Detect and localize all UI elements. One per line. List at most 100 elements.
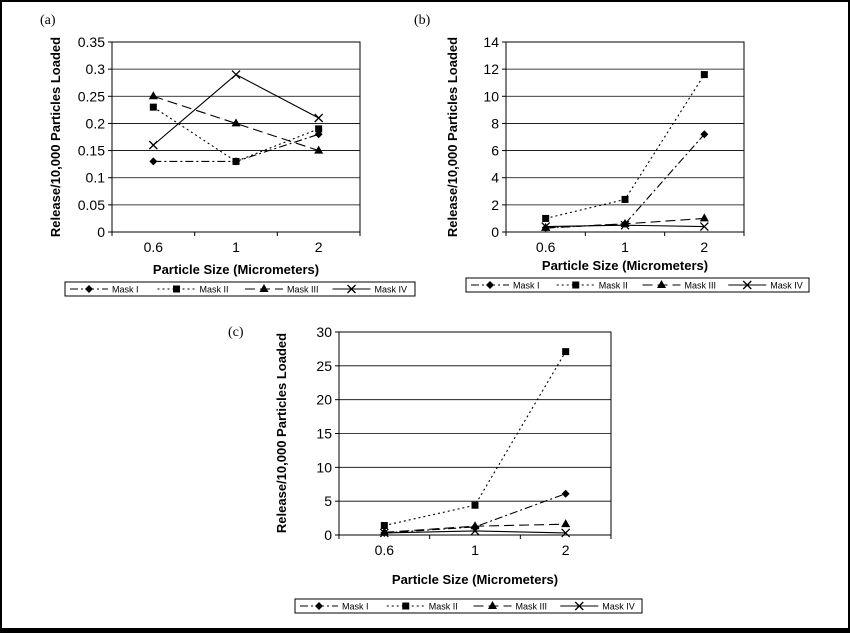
x-tick-label: 2 xyxy=(700,239,708,255)
legend-label: Mask I xyxy=(342,602,369,612)
series-line xyxy=(153,106,319,163)
y-tick-label: 0.25 xyxy=(78,88,105,104)
data-point xyxy=(148,91,158,100)
legend-label: Mask I xyxy=(112,285,139,295)
y-axis-title: Release/10,000 Particles Loaded xyxy=(48,37,63,237)
data-point xyxy=(148,140,158,150)
series-mask-iii xyxy=(148,91,324,154)
data-point xyxy=(561,519,571,528)
series-line xyxy=(384,351,567,527)
y-tick-label: 0.35 xyxy=(78,34,105,50)
series-mask-iv xyxy=(379,526,571,538)
data-point xyxy=(699,222,709,232)
series-mask-ii xyxy=(542,71,708,222)
legend-box xyxy=(294,598,643,614)
legend-swatch-marker xyxy=(402,602,410,610)
legend-swatch-marker xyxy=(657,280,666,288)
y-tick-label: 0 xyxy=(324,527,332,543)
y-tick-label: 30 xyxy=(316,324,332,340)
y-tick-label: 0.05 xyxy=(78,197,105,213)
data-point xyxy=(470,521,480,530)
data-point xyxy=(314,145,324,154)
y-tick-label: 10 xyxy=(483,88,499,104)
series-mask-iv xyxy=(148,70,324,150)
y-axis-title: Release/10,000 Particles Loaded xyxy=(445,37,460,237)
data-point xyxy=(471,501,479,509)
legend-swatch-marker xyxy=(173,285,180,293)
legend-swatch-marker xyxy=(486,281,494,289)
legend-label: Mask II xyxy=(429,602,458,612)
y-tick-label: 8 xyxy=(491,115,499,131)
series-line xyxy=(545,133,705,229)
data-point xyxy=(231,70,241,80)
data-point xyxy=(699,213,709,222)
data-point xyxy=(315,125,323,133)
x-tick-label: 2 xyxy=(315,239,323,255)
legend-swatch-marker xyxy=(315,602,323,610)
y-tick-label: 0 xyxy=(97,224,105,240)
legend: Mask I Mask II Mask III Mask IV xyxy=(64,281,416,297)
series-mask-i xyxy=(541,130,709,232)
data-point xyxy=(541,222,551,232)
legend-label: Mask II xyxy=(200,285,229,295)
data-point xyxy=(379,528,389,538)
x-tick-label: 0.6 xyxy=(144,239,164,255)
data-point xyxy=(149,103,157,111)
data-point xyxy=(562,348,570,356)
series-mask-ii xyxy=(149,103,323,165)
y-tick-label: 0.2 xyxy=(86,115,106,131)
y-tick-label: 2 xyxy=(491,197,499,213)
series-line xyxy=(384,493,566,534)
x-axis-title: Particle Size (Micrometers) xyxy=(392,572,558,587)
data-point xyxy=(700,71,708,79)
legend-swatch-marker xyxy=(574,601,584,611)
x-tick-label: 2 xyxy=(562,542,570,558)
y-axis-title: Release/10,000 Particles Loaded xyxy=(274,333,289,533)
data-point xyxy=(231,118,241,127)
x-axis-title: Particle Size (Micrometers) xyxy=(542,258,708,273)
legend-label: Mask II xyxy=(599,281,628,291)
data-point xyxy=(232,157,240,165)
data-point xyxy=(621,195,629,203)
y-tick-label: 20 xyxy=(316,392,332,408)
legend-swatch-marker xyxy=(85,285,93,293)
legend-swatch-marker xyxy=(488,601,497,609)
y-tick-label: 4 xyxy=(491,170,499,186)
y-tick-label: 12 xyxy=(483,61,499,77)
series-mask-iv xyxy=(541,220,709,232)
y-tick-label: 0.1 xyxy=(86,170,106,186)
legend: Mask I Mask II Mask III Mask IV xyxy=(465,277,810,293)
x-tick-label: 1 xyxy=(471,542,479,558)
legend-label: Mask IV xyxy=(602,602,635,612)
chart-panel-c: (c) 0 5 10 15 20 25 30 0.6 1 2 Release/10,000 Parti… xyxy=(228,324,643,614)
legend-label: Mask III xyxy=(516,602,548,612)
y-tick-label: 6 xyxy=(491,143,499,159)
series-mask-i xyxy=(380,489,570,537)
plot-area xyxy=(111,41,361,233)
data-point xyxy=(542,214,550,222)
plot-area xyxy=(338,331,612,536)
chart-panel-a: (a) 0 0.05 0.1 0.15 0.2 0.25 0.3 0.35 0.6 1 2 Releas… xyxy=(40,13,416,297)
legend-label: Mask I xyxy=(513,281,540,291)
x-tick-label: 1 xyxy=(232,239,240,255)
y-tick-label: 0 xyxy=(491,224,499,240)
data-point xyxy=(380,522,388,530)
x-tick-label: 0.6 xyxy=(536,239,556,255)
data-point xyxy=(470,526,480,536)
data-point xyxy=(700,130,709,139)
legend-box xyxy=(64,281,416,297)
legend-label: Mask IV xyxy=(770,281,803,291)
data-point xyxy=(620,220,630,230)
data-point xyxy=(561,528,571,538)
data-point xyxy=(314,113,324,123)
legend-swatch-marker xyxy=(742,280,752,290)
panel-label: (a) xyxy=(40,13,56,28)
y-tick-label: 0.15 xyxy=(78,143,105,159)
series-mask-ii xyxy=(380,348,570,530)
panel-label: (c) xyxy=(228,325,244,340)
legend-label: Mask III xyxy=(685,281,717,291)
legend-label: Mask III xyxy=(287,285,319,295)
